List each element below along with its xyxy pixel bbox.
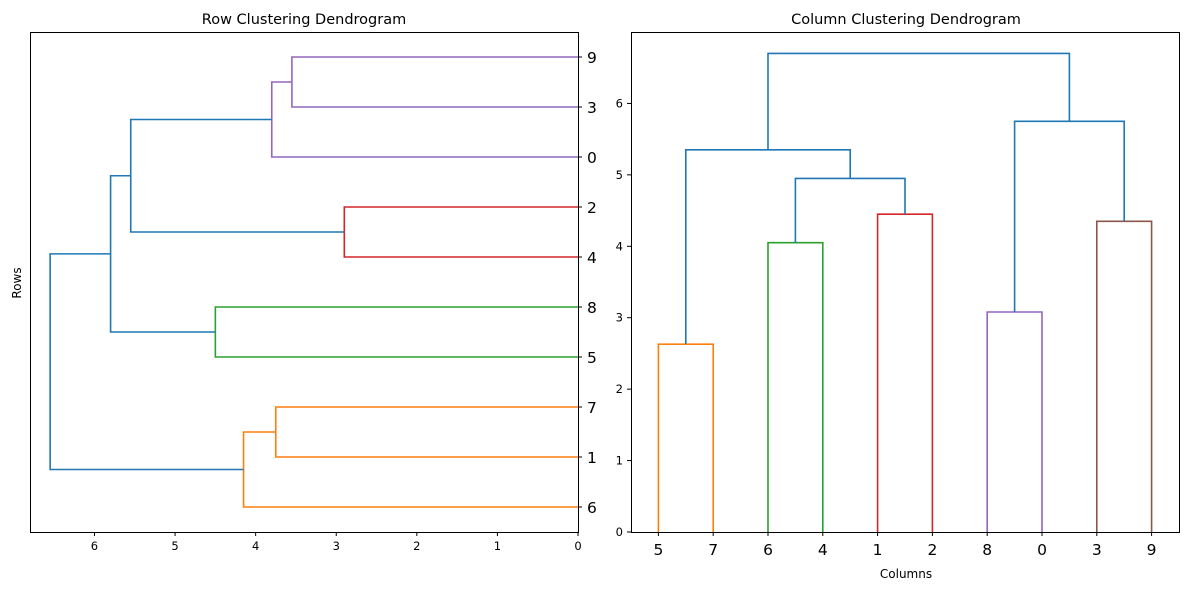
row-dendrogram-xtick-label: 1 <box>494 539 501 553</box>
column-dendrogram-xlabel: Columns <box>880 567 932 581</box>
row-dendrogram-leaf-label: 8 <box>587 299 597 317</box>
row-dendrogram-xtick-label: 0 <box>574 539 581 553</box>
row-dendrogram-leaf-label: 6 <box>587 499 597 517</box>
row-dendrogram-title: Row Clustering Dendrogram <box>202 12 406 28</box>
row-dendrogram-ylabel: Rows <box>10 267 24 298</box>
row-dendrogram-leaf-label: 5 <box>587 349 597 367</box>
column-dendrogram-leaf-label: 5 <box>653 541 663 559</box>
column-dendrogram-title: Column Clustering Dendrogram <box>791 12 1021 28</box>
row-dendrogram-xtick-label: 5 <box>171 539 178 553</box>
column-dendrogram-leaf-labels: 5 7 6 4 1 2 8 0 3 9 <box>653 532 1157 559</box>
row-dendrogram-link <box>270 81 578 158</box>
row-dendrogram-link <box>291 56 578 108</box>
row-dendrogram-link <box>274 406 578 458</box>
row-dendrogram-xticks: 6 5 4 3 2 1 0 <box>91 532 582 553</box>
column-dendrogram-leaf-label: 3 <box>1092 541 1102 559</box>
row-dendrogram-leaf-label: 4 <box>587 249 597 267</box>
row-dendrogram-xtick-label: 6 <box>91 539 98 553</box>
row-dendrogram-leaf-label: 1 <box>587 449 597 467</box>
column-dendrogram-ytick-label: 2 <box>616 382 623 396</box>
row-dendrogram-leaf-label: 9 <box>587 49 597 67</box>
column-dendrogram-leaf-label: 0 <box>1037 541 1047 559</box>
column-dendrogram-leaf-label: 7 <box>708 541 718 559</box>
row-dendrogram-link <box>129 118 345 233</box>
column-dendrogram-link <box>1013 120 1125 312</box>
column-dendrogram-link <box>986 311 1043 532</box>
row-dendrogram-leaf-label: 2 <box>587 199 597 217</box>
column-dendrogram-ytick-label: 1 <box>616 454 623 468</box>
column-dendrogram-link <box>767 241 824 532</box>
row-dendrogram-xtick-label: 3 <box>333 539 340 553</box>
column-dendrogram-leaf-label: 2 <box>927 541 937 559</box>
row-dendrogram-link <box>343 206 578 258</box>
column-dendrogram-ytick-label: 6 <box>616 96 623 110</box>
row-dendrogram-link <box>49 253 244 471</box>
column-dendrogram-leaf-label: 9 <box>1147 541 1157 559</box>
row-dendrogram-xtick-label: 2 <box>413 539 420 553</box>
column-dendrogram-leaf-label: 1 <box>873 541 883 559</box>
column-dendrogram-frame <box>631 32 1180 533</box>
column-dendrogram-links <box>657 52 1153 532</box>
column-dendrogram-link <box>657 343 714 532</box>
column-dendrogram-link <box>1096 220 1153 532</box>
column-dendrogram-leaf-label: 6 <box>763 541 773 559</box>
column-dendrogram-ytick-label: 4 <box>616 239 623 253</box>
row-dendrogram-xtick-label: 4 <box>252 539 259 553</box>
row-dendrogram-panel: Row Clustering Dendrogram Rows 6 5 4 3 2 1 0 9… <box>10 12 597 553</box>
column-dendrogram-link <box>876 213 934 532</box>
column-dendrogram-ytick-label: 3 <box>616 311 623 325</box>
row-dendrogram-link <box>214 306 578 358</box>
column-dendrogram-ytick-label: 5 <box>616 168 623 182</box>
column-dendrogram-panel: Column Clustering Dendrogram Columns 0 1 2… <box>616 12 1180 581</box>
row-dendrogram-leaf-label: 3 <box>587 99 597 117</box>
row-dendrogram-link <box>109 174 216 333</box>
row-dendrogram-leaf-labels: 9 3 0 2 4 8 5 7 1 6 <box>578 49 597 517</box>
row-dendrogram-leaf-label: 7 <box>587 399 597 417</box>
column-dendrogram-ytick-label: 0 <box>616 525 623 539</box>
column-dendrogram-link <box>767 52 1071 150</box>
row-dendrogram-leaf-label: 0 <box>587 149 597 167</box>
row-dendrogram-links <box>49 56 578 508</box>
column-dendrogram-leaf-label: 4 <box>818 541 828 559</box>
row-dendrogram-frame <box>30 32 579 533</box>
row-dendrogram-link <box>242 431 578 508</box>
column-dendrogram-leaf-label: 8 <box>982 541 992 559</box>
column-dendrogram-link <box>794 177 906 243</box>
column-dendrogram-yticks: 0 1 2 3 4 5 6 <box>616 96 631 539</box>
